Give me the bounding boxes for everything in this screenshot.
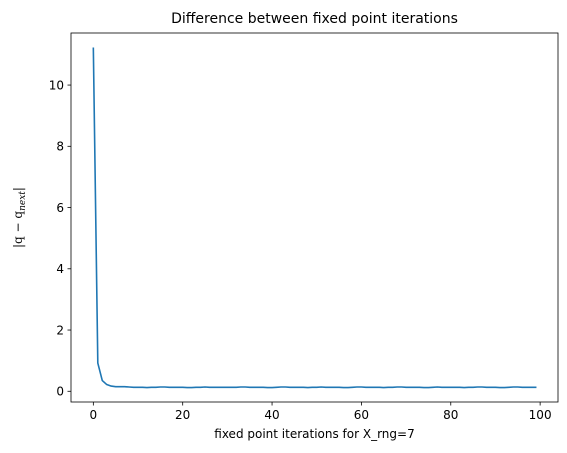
y-tick-label: 8 xyxy=(56,140,64,154)
y-axis-title-main: |q − q xyxy=(11,211,25,248)
x-axis-title: fixed point iterations for X_rng=7 xyxy=(214,427,414,441)
y-tick-label: 10 xyxy=(49,78,64,92)
series-line-0 xyxy=(92,47,537,389)
y-axis-title: |q − qnext| xyxy=(11,187,28,248)
y-tick-label: 6 xyxy=(56,201,64,215)
y-axis-title-subscript: next xyxy=(18,191,28,211)
y-tick-label: 2 xyxy=(56,323,64,337)
y-tick-label: 4 xyxy=(56,262,64,276)
x-tick-label: 0 xyxy=(90,408,98,422)
y-tick-label: 0 xyxy=(56,385,64,399)
x-tick-label: 80 xyxy=(443,408,458,422)
x-tick-label: 20 xyxy=(175,408,190,422)
series-layer xyxy=(92,47,537,389)
x-tick-label: 40 xyxy=(264,408,279,422)
y-axis-title-end: | xyxy=(11,187,25,191)
x-tick-label: 100 xyxy=(529,408,552,422)
chart-title: Difference between fixed point iteration… xyxy=(171,11,458,27)
plot-frame xyxy=(70,32,559,403)
x-tick-label: 60 xyxy=(354,408,369,422)
plot-area xyxy=(71,33,558,402)
ticks-layer: 0 20 40 60 80 100 0 2 4 6 8 10 xyxy=(49,78,552,422)
